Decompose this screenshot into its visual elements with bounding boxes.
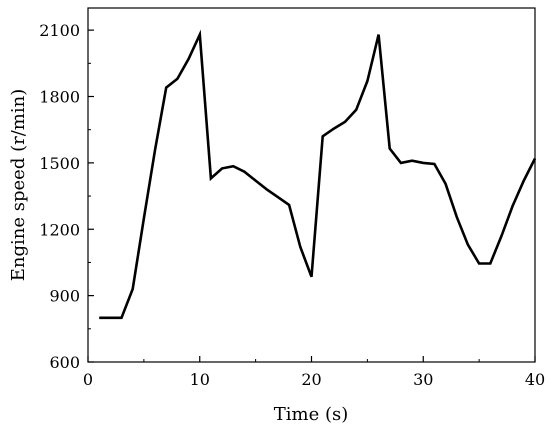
x-axis-title: Time (s): [274, 404, 349, 425]
x-tick-label: 40: [525, 370, 545, 389]
y-tick-label: 1200: [39, 220, 80, 239]
y-axis-title: Engine speed (r/min): [8, 89, 29, 281]
tick-labels: 0 10 20 30 40 600 900 1200 1500 1800 2100: [39, 21, 545, 389]
y-tick-label: 1500: [39, 154, 80, 173]
y-tick-label: 2100: [39, 21, 80, 40]
y-tick-label: 1800: [39, 88, 80, 107]
y-tick-label: 600: [49, 353, 80, 372]
x-tick-label: 0: [83, 370, 93, 389]
x-tick-label: 30: [413, 370, 433, 389]
x-tick-label: 20: [301, 370, 321, 389]
plot-frame: [87, 7, 536, 363]
x-tick-label: 10: [190, 370, 210, 389]
series-line: [99, 29, 537, 320]
axis-ticks: [87, 29, 536, 363]
y-tick-label: 900: [49, 287, 80, 306]
